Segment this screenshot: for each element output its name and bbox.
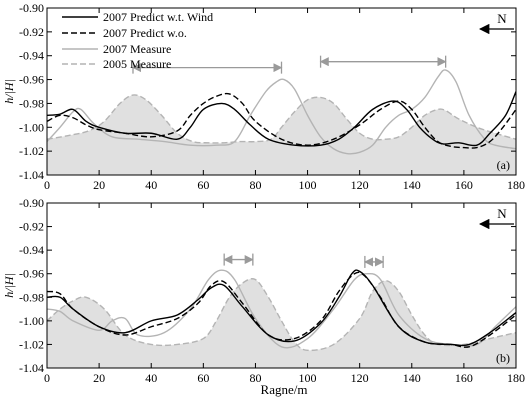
- panel-label: (b): [496, 351, 510, 365]
- x-axis-title: Ragne/m: [261, 382, 308, 397]
- plot-area: [47, 269, 516, 368]
- y-tick-label: -1.04: [19, 168, 44, 182]
- x-tick-label: 60: [197, 371, 209, 385]
- series-measure-2007-line: [47, 69, 516, 155]
- series-measure-2005-area: [47, 94, 516, 175]
- legend: 2007 Predict w.t. Wind 2007 Predict w.o.…: [62, 10, 213, 71]
- series-measure-2005-line: [47, 94, 516, 144]
- plot-frame: [46, 202, 517, 369]
- y-tick-label: -0.98: [19, 290, 44, 304]
- x-tick-label: 20: [93, 178, 105, 192]
- y-tick-label: -0.92: [19, 220, 44, 234]
- x-tick-label: 160: [455, 178, 473, 192]
- x-tick-label: 60: [197, 178, 209, 192]
- y-axis-title: h/|H|: [2, 79, 16, 104]
- legend-label-measure-2005: 2005 Measure: [103, 57, 171, 71]
- plot-area: [47, 69, 516, 175]
- x-tick-label: 40: [145, 371, 157, 385]
- series-measure-2005-line: [47, 278, 516, 352]
- panel-label: (a): [497, 158, 510, 172]
- x-tick-label: 120: [351, 371, 369, 385]
- y-tick-label: -0.96: [19, 73, 44, 87]
- x-tick-label: 140: [403, 178, 421, 192]
- chart-panel-b: 0 20 40 60 80 100 120 140 160 180 -0.90 -0.92 -0.94 -…: [2, 196, 525, 385]
- x-tick-label: 100: [299, 371, 317, 385]
- north-label: N: [497, 206, 507, 221]
- series-measure-2005-area: [47, 278, 516, 368]
- series-predict-wo-line: [47, 271, 516, 348]
- x-tick-label: 100: [299, 178, 317, 192]
- y-tick-label: -0.90: [19, 1, 44, 15]
- y-tick-label: -1.00: [19, 314, 44, 328]
- chart-panel-a: 0 20 40 60 80 100 120 140 160 180 -0.90 -0.92 -0.94 -…: [2, 1, 525, 192]
- y-tick-label: -0.90: [19, 196, 44, 210]
- legend-label-predict-wo: 2007 Predict w.o.: [103, 26, 187, 40]
- plot-frame: [46, 7, 517, 176]
- x-tick-label: 80: [249, 371, 261, 385]
- x-tick-label: 40: [145, 178, 157, 192]
- y-tick-label: -1.02: [19, 144, 44, 158]
- x-tick-label: 120: [351, 178, 369, 192]
- y-tick-label: -1.00: [19, 120, 44, 134]
- y-tick-label: -1.02: [19, 337, 44, 351]
- y-tick-label: -0.94: [19, 243, 44, 257]
- y-tick-label: -0.94: [19, 49, 44, 63]
- series-predict-wind-line: [47, 91, 516, 147]
- y-tick-label: -1.04: [19, 361, 44, 375]
- x-tick-label: 20: [93, 371, 105, 385]
- y-tick-label: -0.98: [19, 96, 44, 110]
- x-tick-label: 180: [507, 371, 525, 385]
- legend-label-measure-2007: 2007 Measure: [103, 42, 171, 56]
- x-tick-label: 140: [403, 371, 421, 385]
- x-tick-label: 80: [249, 178, 261, 192]
- x-tick-label: 180: [507, 178, 525, 192]
- x-tick-label: 160: [455, 371, 473, 385]
- x-tick-label: 0: [44, 371, 50, 385]
- y-tick-label: -0.92: [19, 25, 44, 39]
- series-measure-2007-line: [47, 269, 516, 349]
- x-tick-label: 0: [44, 178, 50, 192]
- y-axis-title: h/|H|: [2, 273, 16, 298]
- north-label: N: [497, 11, 507, 26]
- series-predict-wind-line: [47, 269, 516, 347]
- y-tick-label: -0.96: [19, 267, 44, 281]
- legend-label-predict-wind: 2007 Predict w.t. Wind: [103, 10, 213, 24]
